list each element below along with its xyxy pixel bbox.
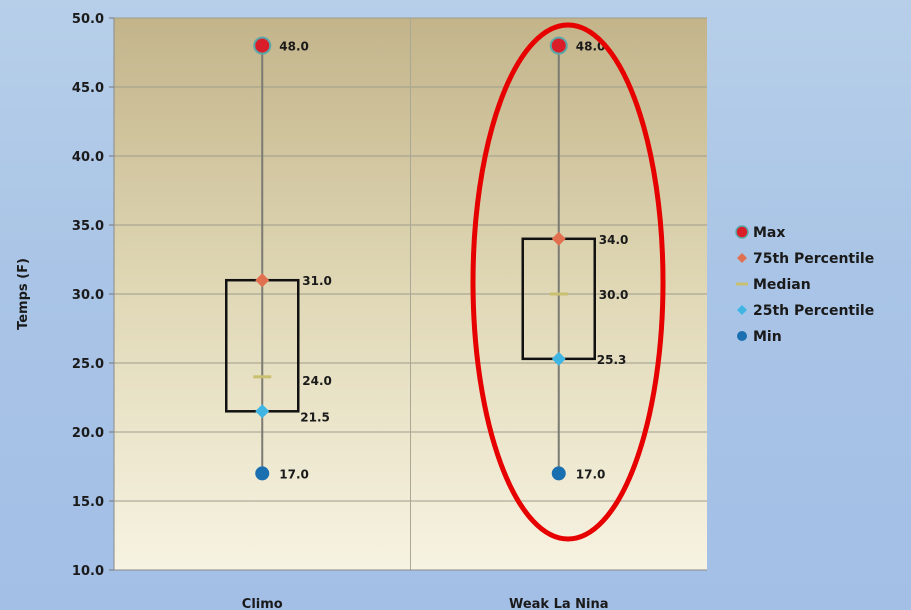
- median-marker: [253, 375, 272, 379]
- y-tick-label: 40.0: [72, 150, 104, 165]
- p25-label: 21.5: [300, 410, 330, 424]
- y-tick-label: 10.0: [72, 564, 104, 579]
- max-point: [549, 36, 568, 55]
- p25-point: [551, 351, 566, 366]
- min-label: 17.0: [576, 467, 606, 481]
- legend-marker: [735, 225, 749, 239]
- median-label: 30.0: [599, 288, 629, 302]
- median-label: 24.0: [302, 374, 332, 388]
- legend-entry-label: 75th Percentile: [753, 251, 874, 267]
- x-tick-label: Climo: [242, 597, 283, 610]
- legend-entry-label: Median: [753, 277, 811, 293]
- legend-marker: [737, 253, 747, 263]
- max-point: [253, 36, 272, 55]
- legend-marker: [737, 305, 747, 315]
- y-tick-label: 30.0: [72, 288, 104, 303]
- y-axis-label: Temps (F): [16, 258, 31, 330]
- y-tick-label: 35.0: [72, 219, 104, 234]
- max-label: 48.0: [279, 40, 309, 54]
- p25-label: 25.3: [597, 353, 627, 367]
- y-axis: 10.0 15.0 20.0 25.0 30.0 35.0 40.0 45.0 50.0: [72, 12, 707, 579]
- p75-label: 34.0: [599, 233, 629, 247]
- max-label: 48.0: [576, 40, 606, 54]
- min-point: [551, 466, 566, 481]
- min-label: 17.0: [279, 467, 309, 481]
- x-tick-label: Weak La Nina: [509, 597, 609, 610]
- p75-point: [551, 231, 566, 246]
- legend-entry-label: Min: [753, 329, 782, 345]
- y-tick-label: 50.0: [72, 12, 104, 27]
- p75-point: [255, 273, 270, 288]
- y-tick-label: 25.0: [72, 357, 104, 372]
- data-labels: 48.0 31.0 24.0 21.5 17.0 48.0 34.0 30.0 25.3 17.0: [279, 40, 628, 482]
- p25-point: [255, 404, 270, 419]
- min-point: [255, 466, 270, 481]
- median-marker: [549, 292, 568, 296]
- legend-marker: [736, 282, 748, 286]
- y-tick-label: 20.0: [72, 426, 104, 441]
- x-axis: Climo Weak La Nina: [242, 597, 609, 610]
- legend-entry-label: Max: [753, 225, 785, 241]
- highlight-ellipse: [470, 22, 666, 542]
- p75-label: 31.0: [302, 274, 332, 288]
- boxes: [225, 36, 596, 481]
- y-tick-label: 45.0: [72, 81, 104, 96]
- legend-entry-label: 25th Percentile: [753, 303, 874, 319]
- legend-marker: [737, 331, 747, 341]
- grid-lines: [114, 17, 707, 571]
- y-tick-label: 15.0: [72, 495, 104, 510]
- legend: Max 75th Percentile Median 25th Percentile M…: [735, 225, 874, 345]
